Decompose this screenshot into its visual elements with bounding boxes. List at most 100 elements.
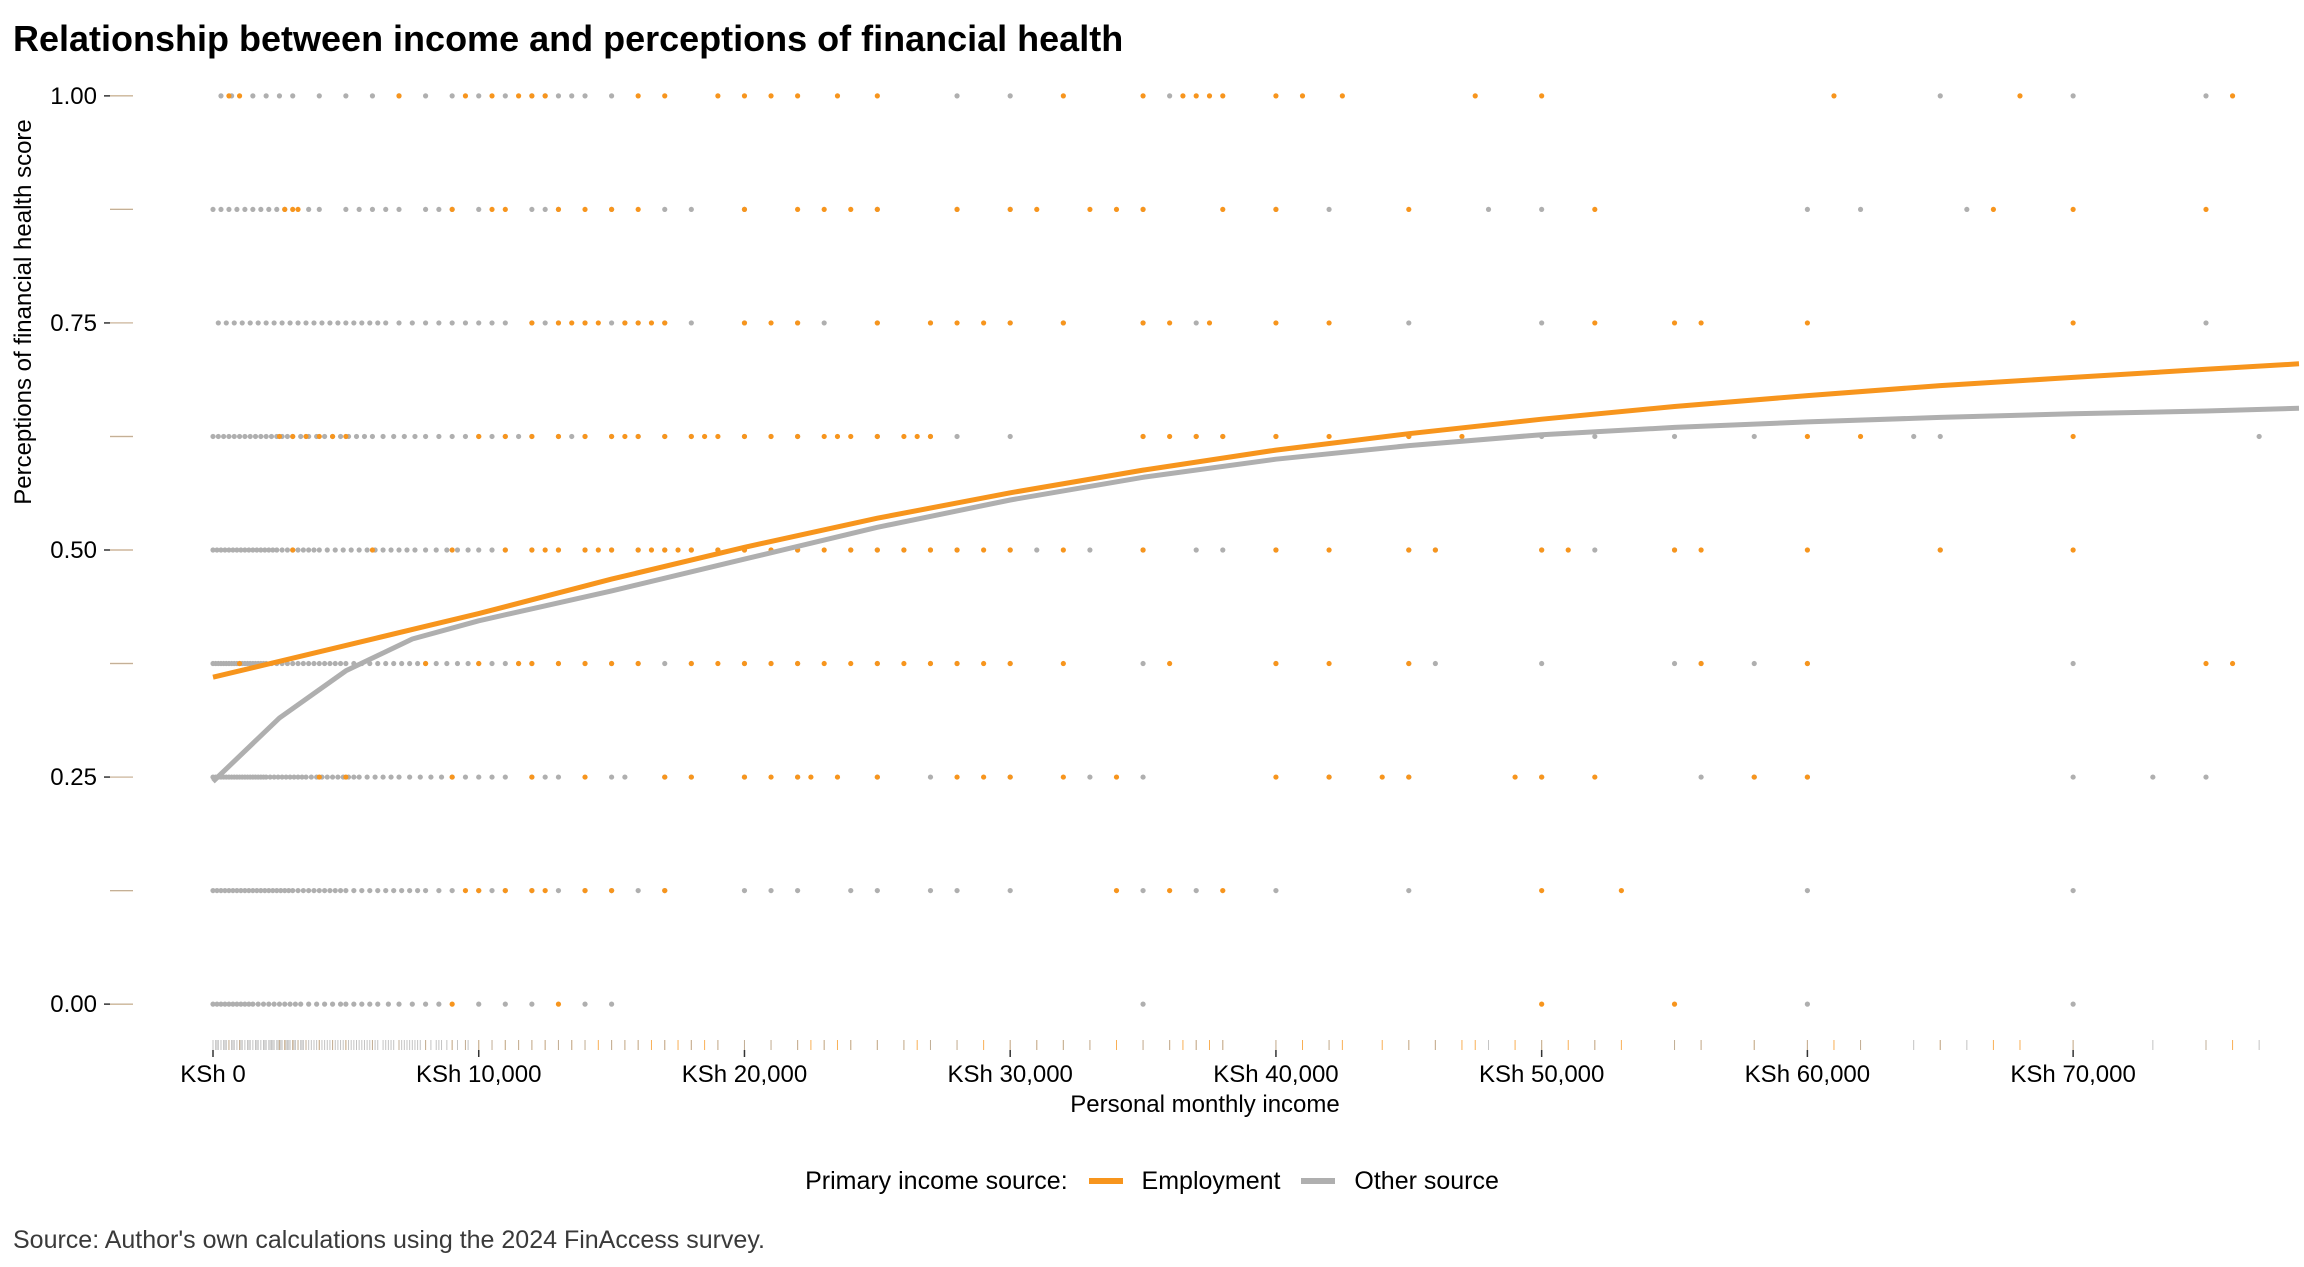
scatter-point <box>608 774 615 780</box>
scatter-point <box>502 887 508 894</box>
scatter-point <box>270 547 276 553</box>
scatter-point <box>246 1001 252 1007</box>
scatter-point <box>954 320 960 326</box>
scatter-point <box>768 660 774 667</box>
scatter-point <box>1326 660 1332 667</box>
scatter-point <box>361 433 368 440</box>
scatter-point <box>1007 206 1013 213</box>
scatter-point <box>226 547 232 553</box>
scatter-point <box>688 547 694 553</box>
scatter-point <box>821 206 827 213</box>
scatter-point <box>465 547 471 553</box>
scatter-point <box>848 660 854 667</box>
scatter-point <box>1140 206 1146 213</box>
scatter-point <box>476 93 482 99</box>
scatter-point <box>263 320 269 326</box>
scatter-point <box>250 547 256 553</box>
scatter-point <box>388 547 394 553</box>
scatter-point <box>234 887 240 894</box>
scatter-point <box>210 1001 216 1007</box>
scatter-point <box>595 547 601 553</box>
scatter-point <box>367 887 373 894</box>
scatter-point <box>351 774 357 780</box>
scatter-point <box>1698 320 1704 326</box>
scatter-point <box>848 547 854 553</box>
scatter-point <box>874 774 880 780</box>
scatter-point <box>290 93 296 99</box>
scatter-point <box>258 433 264 440</box>
scatter-point <box>555 774 562 780</box>
scatter-point <box>927 660 934 667</box>
x-tick-label: KSh 20,000 <box>682 1061 807 1088</box>
scatter-point <box>1140 774 1146 780</box>
scatter-point <box>1937 433 1943 440</box>
scatter-point <box>768 433 774 440</box>
scatter-point <box>449 320 455 326</box>
scatter-point <box>1831 93 1837 99</box>
scatter-point <box>231 320 237 326</box>
scatter-point <box>226 93 232 99</box>
scatter-point <box>608 93 615 99</box>
scatter-point <box>282 206 288 213</box>
scatter-point <box>306 1001 312 1007</box>
scatter-point <box>476 206 482 213</box>
scatter-point <box>927 774 934 780</box>
scatter-point <box>795 433 801 440</box>
scatter-point <box>329 433 336 440</box>
scatter-point <box>662 774 668 780</box>
scatter-point <box>1113 206 1120 213</box>
scatter-point <box>1220 547 1226 553</box>
scatter-point <box>255 320 261 326</box>
scatter-point <box>502 774 508 780</box>
scatter-point <box>218 1001 224 1007</box>
scatter-point <box>407 887 413 894</box>
scatter-point <box>529 1001 535 1007</box>
trend-lines <box>211 361 2300 784</box>
scatter-point <box>356 774 362 780</box>
scatter-point <box>266 1001 272 1007</box>
scatter-point <box>1273 206 1279 213</box>
scatter-point <box>2203 774 2209 780</box>
scatter-point <box>316 206 322 213</box>
scatter-point <box>1299 93 1306 99</box>
scatter-point <box>300 547 306 553</box>
scatter-point <box>608 1001 615 1007</box>
scatter-point <box>465 660 471 667</box>
scatter-point <box>359 887 365 894</box>
scatter-point <box>311 660 317 667</box>
scatter-point <box>648 320 655 326</box>
scatter-point <box>901 660 907 667</box>
scatter-point <box>369 547 376 553</box>
scatter-point <box>608 320 615 326</box>
scatter-point <box>608 887 615 894</box>
scatter-point <box>1206 320 1213 326</box>
scatter-point <box>364 547 370 553</box>
chart-title: Relationship between income and percepti… <box>13 18 1124 59</box>
scatter-point <box>476 547 482 553</box>
scatter-point <box>271 774 277 780</box>
scatter-point <box>635 660 641 667</box>
scatter-point <box>250 93 256 99</box>
scatter-point <box>1007 887 1013 894</box>
scatter-point <box>1911 433 1917 440</box>
scatter-point <box>635 206 641 213</box>
scatter-point <box>246 547 252 553</box>
scatter-point <box>335 320 341 326</box>
scatter-point <box>582 1001 588 1007</box>
y-axis-ticks: 0.00 0.25 0.50 0.75 1.00 <box>50 83 110 1018</box>
scatter-point <box>407 660 413 667</box>
scatter-point <box>715 660 721 667</box>
scatter-point <box>821 433 827 440</box>
scatter-point <box>300 660 306 667</box>
scatter-point <box>2203 320 2209 326</box>
scatter-point <box>399 660 405 667</box>
scatter-point <box>927 547 934 553</box>
scatter-point <box>1193 93 1199 99</box>
scatter-point <box>569 320 575 326</box>
scatter-point <box>1406 206 1412 213</box>
scatter-point <box>768 320 774 326</box>
scatter-point <box>2070 887 2076 894</box>
scatter-point <box>319 320 325 326</box>
scatter-point <box>1007 660 1013 667</box>
scatter-point <box>1060 93 1066 99</box>
